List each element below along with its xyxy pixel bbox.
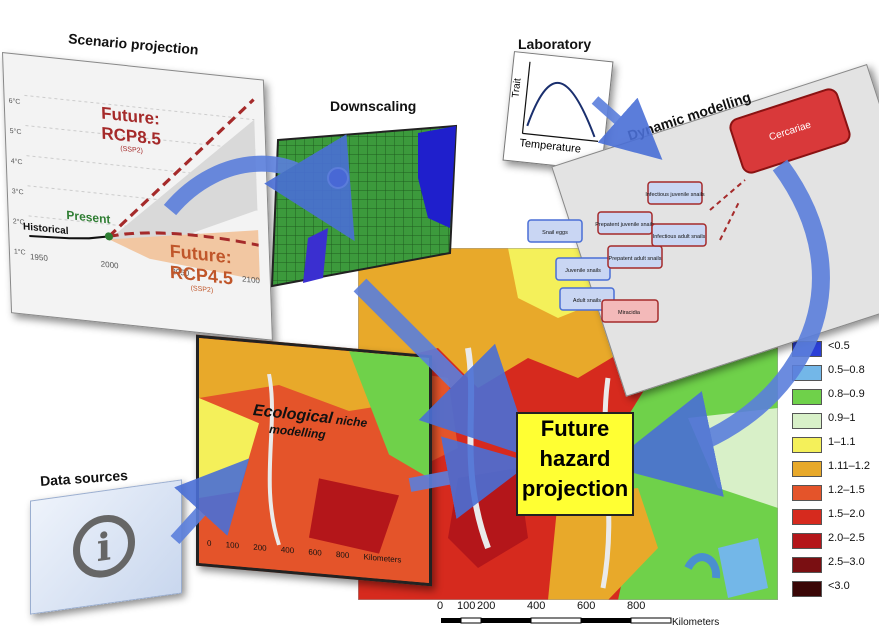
dynamic-node [601,299,659,323]
legend-row: 0.8–0.9 [786,386,876,410]
legend-label: 1.5–2.0 [828,508,865,520]
legend-label: 0.9–1 [828,412,856,424]
legend-swatch [792,461,822,477]
dynamic-node [527,219,583,243]
legend-label: 2.5–3.0 [828,556,865,568]
scale-bar: 0 100 200 400 600 800 [436,600,686,634]
legend-row: 1.11–1.2 [786,458,876,482]
legend-swatch [792,389,822,405]
laboratory-title: Laboratory [518,36,592,52]
dynamic-node-label: Snail eggs [542,230,568,236]
legend-label: <0.5 [828,340,850,352]
dynamic-node-label: Prepatent adult snails [609,256,662,262]
dynamic-node-label: Infectious adult snails [653,234,706,240]
scale-tick: 200 [477,600,496,612]
dynamic-node [559,287,615,311]
hazard-line2: hazard [539,446,611,471]
dynamic-node-label: Miracidia [618,310,641,316]
legend-swatch [792,533,822,549]
legend-label: 2.0–2.5 [828,532,865,544]
scale-unit-label: Kilometers [672,617,720,628]
hazard-line1: Future [540,416,610,441]
legend-swatch [792,437,822,453]
legend-label: 1.11–1.2 [828,460,871,472]
scale-tick: 800 [627,600,646,612]
hazard-line3: projection [521,476,629,501]
dynamic-flow: Snail eggs Juvenile snails Adult snails Pre… [527,179,746,323]
legend: <0.5 0.5–0.8 0.8–0.9 0.9–1 1–1.1 1.11–1.2 1.2–… [786,338,876,602]
laboratory-panel: Trait Temperature [502,51,614,171]
scale-tick: 100 [457,600,476,612]
scale-tick: 400 [527,600,546,612]
legend-label: <3.0 [828,580,850,592]
legend-row: 0.9–1 [786,410,876,434]
dynamic-node-label: Prepatent juvenile snails [595,222,655,228]
scenario-panel: 6°C 5°C 4°C 3°C 2°C 1°C 1950 2000 2050 2100 Futu… [2,52,273,341]
legend-row: 1.5–2.0 [786,506,876,530]
scale-tick: 600 [577,600,596,612]
dynamic-node [555,257,611,281]
legend-swatch [792,485,822,501]
dynamic-node-label: Adult snails [573,298,601,304]
dynamic-node-label: Infectious juvenile snails [645,192,705,198]
legend-label: 1–1.1 [828,436,856,448]
legend-row: 1.2–1.5 [786,482,876,506]
future-hazard-box: Future hazard projection [516,412,634,516]
dynamic-node-label: Juvenile snails [565,268,601,274]
scale-tick: 0 [437,600,444,612]
legend-row: 1–1.1 [786,434,876,458]
legend-swatch [792,509,822,525]
legend-swatch [792,581,822,597]
legend-row: 2.0–2.5 [786,530,876,554]
dynamic-node [607,245,663,269]
legend-label: 1.2–1.5 [828,484,865,496]
legend-label: 0.8–0.9 [828,388,865,400]
downscaling-title: Downscaling [330,98,417,114]
legend-swatch [792,413,822,429]
legend-swatch [792,557,822,573]
legend-label: 0.5–0.8 [828,364,865,376]
dynamic-node [651,223,707,247]
legend-row: 2.5–3.0 [786,554,876,578]
dynamic-node [647,181,703,205]
dynamic-node [597,211,653,235]
legend-row: <3.0 [786,578,876,602]
